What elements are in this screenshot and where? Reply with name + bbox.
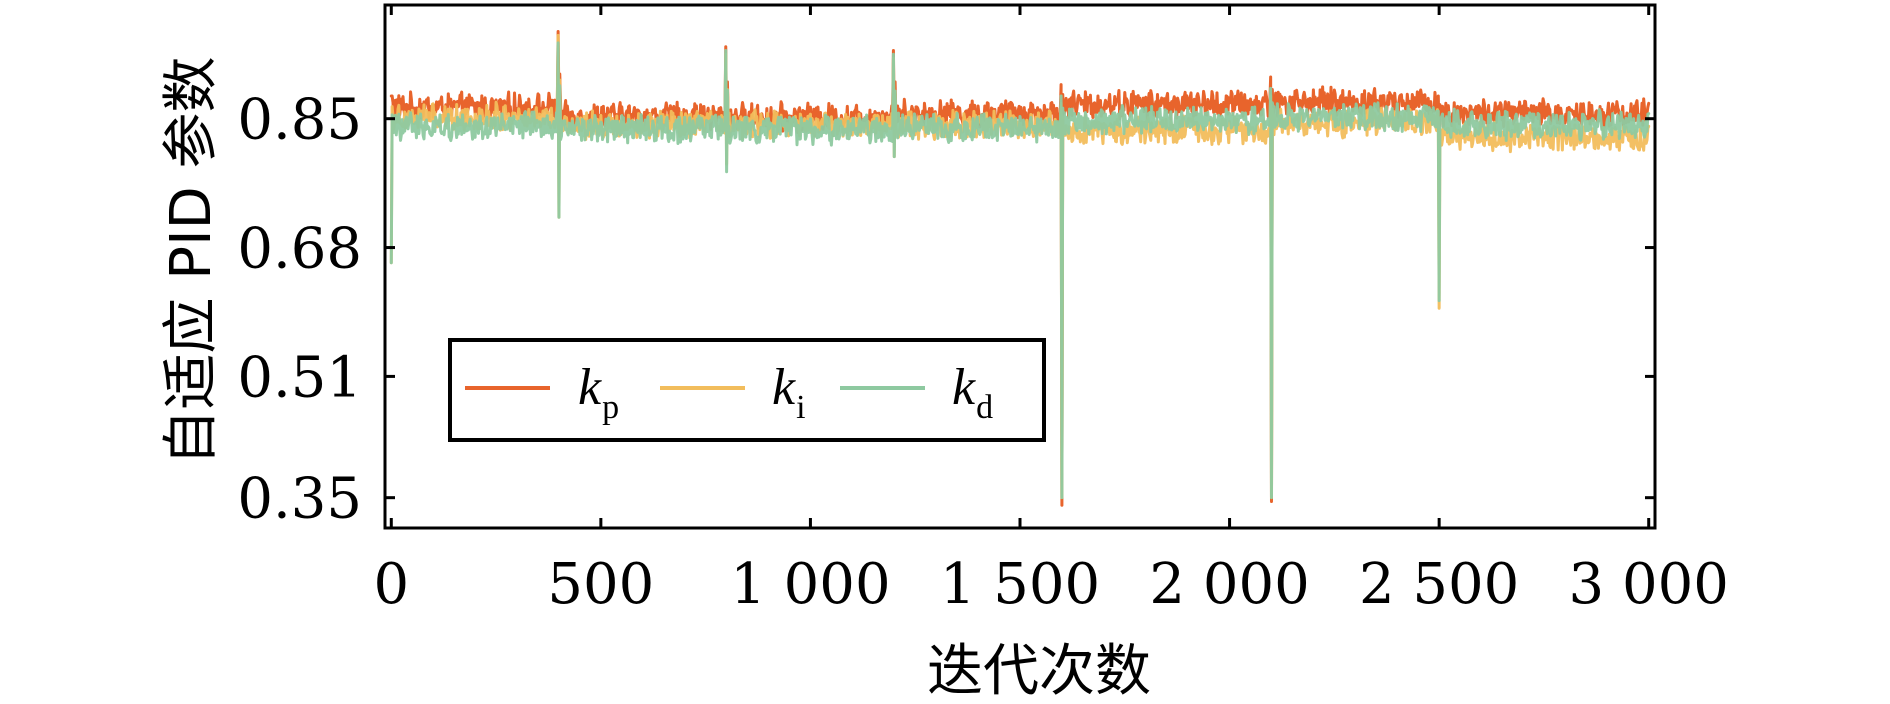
- legend-label-kp-sub: p: [602, 389, 619, 426]
- x-tick-label: 0: [373, 552, 409, 617]
- x-tick-label: 1 000: [730, 552, 890, 617]
- x-tick-label: 3 000: [1569, 552, 1729, 617]
- axes-layer: [383, 3, 1657, 530]
- legend-label-ki: ki: [772, 359, 806, 426]
- x-tick-label: 500: [547, 552, 654, 617]
- legend-label-ki-sub: i: [796, 389, 805, 426]
- plot-frame: [383, 3, 1657, 530]
- series-layer: [389, 30, 1651, 507]
- y-axis-title: 自适应 PID 参数: [159, 56, 224, 465]
- legend-label-kd: kd: [952, 359, 993, 426]
- legend-label-kd-sub: d: [976, 389, 993, 426]
- legend-label-kp-main: k: [578, 359, 602, 416]
- legend: kp ki kd: [448, 338, 1046, 442]
- legend-label-kp: kp: [578, 359, 619, 426]
- ticks-layer: 0 500 1 000 1 500 2 000 2 500 3 000 0.35 0.51 0.6…: [237, 5, 1729, 617]
- legend-label-ki-main: k: [772, 359, 796, 416]
- y-tick-label: 0.51: [237, 345, 362, 410]
- x-tick-label: 2 500: [1359, 552, 1519, 617]
- series-line-kd: [389, 41, 1651, 500]
- legend-label-kd-main: k: [952, 359, 976, 416]
- y-tick-label: 0.68: [237, 217, 362, 282]
- y-tick-label: 0.85: [237, 88, 362, 153]
- x-axis-title: 迭代次数: [927, 639, 1151, 704]
- x-tick-label: 2 000: [1149, 552, 1309, 617]
- y-tick-label: 0.35: [237, 467, 362, 532]
- x-tick-label: 1 500: [940, 552, 1100, 617]
